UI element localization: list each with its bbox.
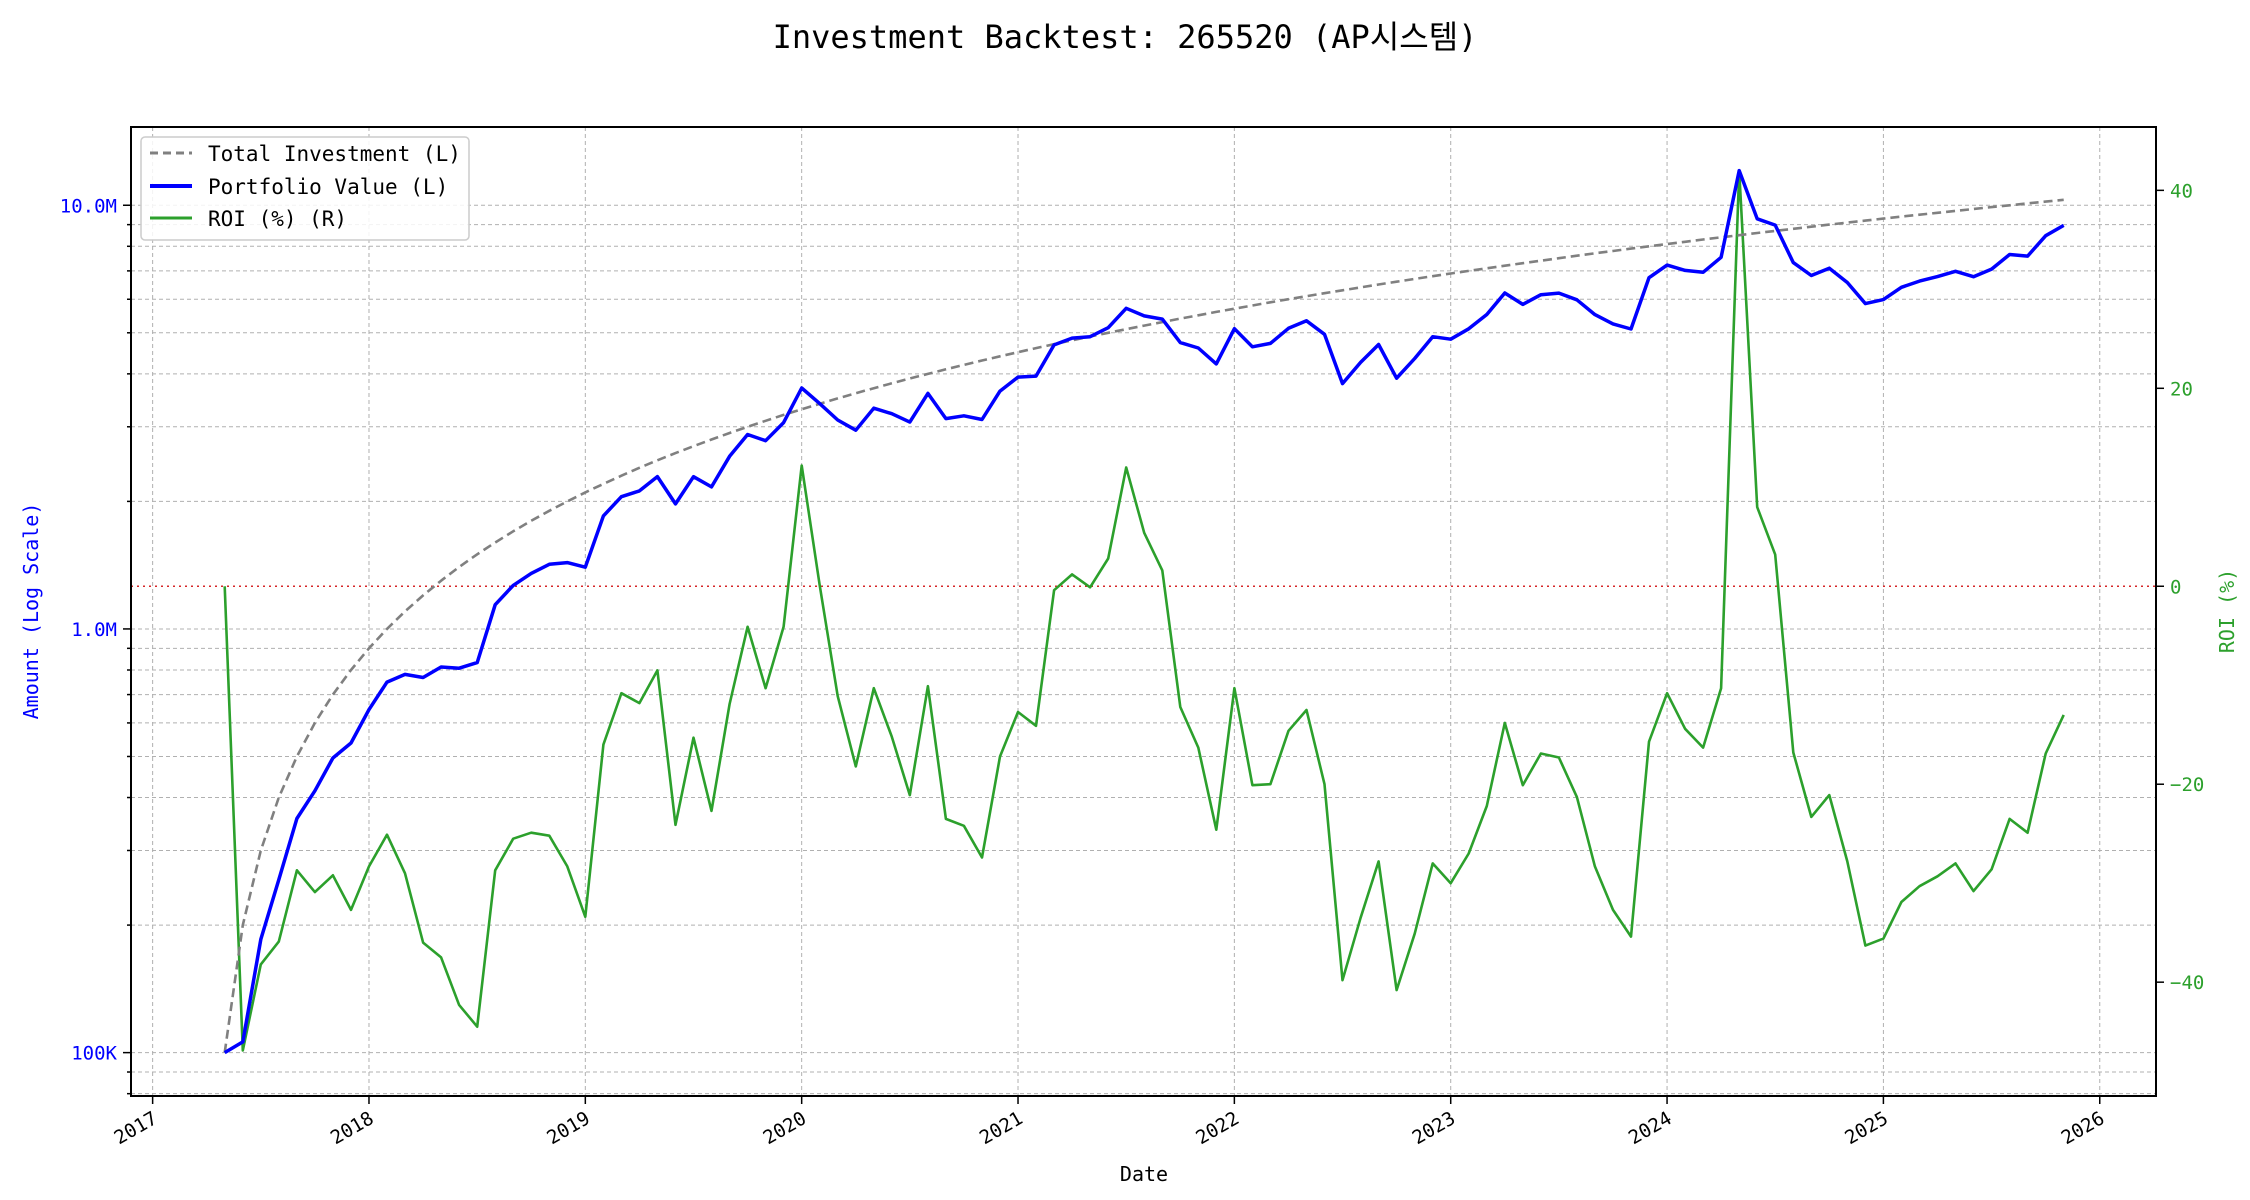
y-axis-right-label: ROI (%) <box>2215 569 2239 653</box>
grid <box>131 127 2156 1096</box>
legend-box <box>140 136 470 241</box>
roi-line <box>223 169 2065 1052</box>
legend-label-portfolio-value: Portfolio Value (L) <box>208 175 448 199</box>
legend-label-total-investment: Total Investment (L) <box>208 142 461 166</box>
plot-frame <box>130 126 2157 1097</box>
y-right-tick-label: −40 <box>2170 972 2204 994</box>
chart-title: Investment Backtest: 265520 (AP시스템) <box>773 18 1478 56</box>
y-right-tick-label: 40 <box>2170 180 2193 202</box>
y-left-tick-label: 1.0M <box>71 619 117 641</box>
legend: Total Investment (L) Portfolio Value (L)… <box>140 136 470 241</box>
y-left-tick-label: 100K <box>71 1043 117 1065</box>
y-left-tick-label: 10.0M <box>60 195 117 217</box>
y-axis-left-label: Amount (Log Scale) <box>19 503 43 720</box>
x-axis-label: Date <box>1120 1162 1168 1186</box>
y-right-tick-label: 0 <box>2170 576 2181 598</box>
legend-label-roi: ROI (%) (R) <box>208 207 347 231</box>
y-right-tick-label: 20 <box>2170 378 2193 400</box>
portfolio-value-line <box>223 168 2065 1055</box>
y-right-tick-label: −20 <box>2170 774 2204 796</box>
series-layer <box>131 168 2156 1055</box>
total-investment-line <box>223 198 2064 1053</box>
